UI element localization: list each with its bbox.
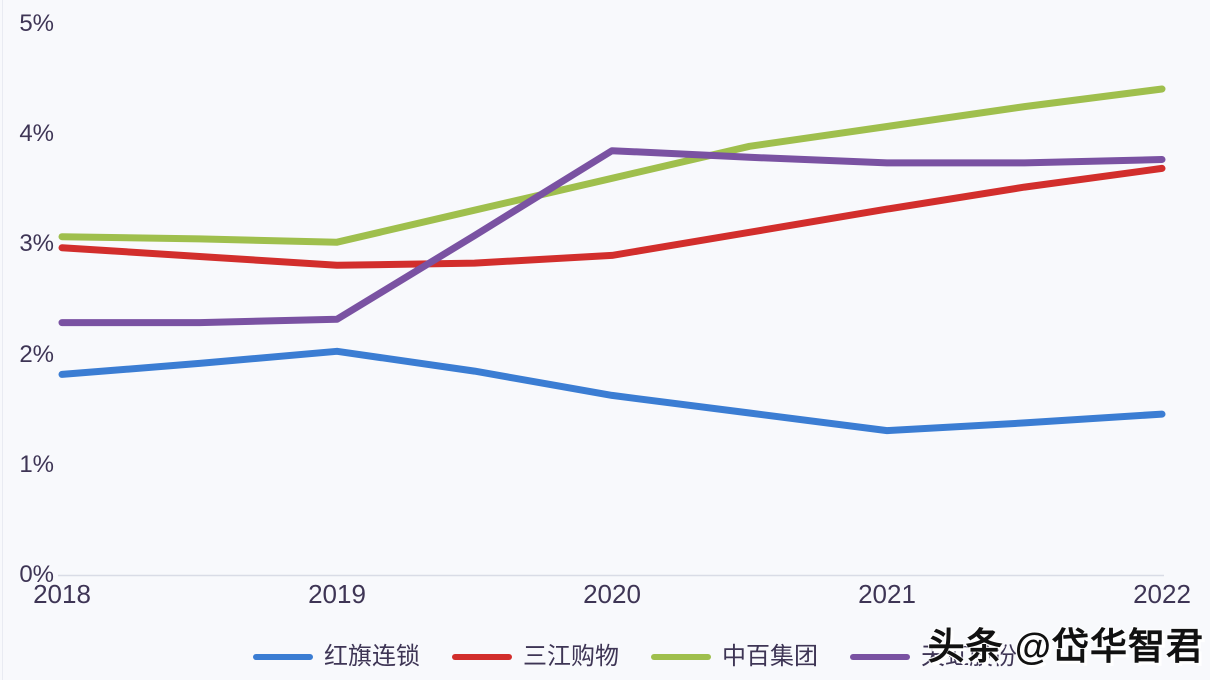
y-tick-label: 1% — [19, 450, 54, 478]
legend-swatch — [850, 654, 910, 660]
legend-label: 三江购物 — [523, 643, 619, 670]
y-tick-label: 4% — [19, 120, 54, 148]
legend-label: 中百集团 — [722, 643, 818, 670]
legend: 红旗连锁 三江购物 中百集团 天虹股份 — [253, 644, 1017, 670]
legend-item-1: 三江购物 — [452, 644, 619, 670]
legend-item-3: 天虹股份 — [850, 644, 1017, 670]
series-line-2 — [58, 85, 1166, 246]
legend-swatch — [253, 654, 313, 660]
x-tick-label: 2020 — [583, 579, 641, 609]
x-tick-label: 2021 — [858, 579, 916, 609]
series-line-3 — [58, 147, 1166, 327]
watermark-text: 头条 @岱华智君 — [927, 626, 1204, 667]
series-line-1 — [58, 164, 1166, 269]
legend-swatch — [651, 654, 711, 660]
y-tick-label: 5% — [19, 10, 54, 37]
y-tick-label: 3% — [19, 230, 54, 258]
legend-label: 天虹股份 — [921, 643, 1017, 670]
legend-swatch — [452, 654, 512, 660]
y-tick-label: 2% — [19, 340, 54, 368]
legend-item-0: 红旗连锁 — [253, 644, 420, 670]
x-tick-label: 2019 — [308, 579, 366, 609]
left-edge-line — [2, 0, 3, 680]
x-tick-label: 2022 — [1133, 579, 1191, 609]
x-tick-label: 2018 — [33, 579, 91, 609]
y-tick-label: 0% — [19, 561, 54, 588]
legend-item-2: 中百集团 — [651, 644, 818, 670]
series-line-0 — [58, 347, 1166, 435]
watermark: 头条 @岱华智君 — [928, 616, 1204, 670]
legend-label: 红旗连锁 — [324, 643, 420, 670]
